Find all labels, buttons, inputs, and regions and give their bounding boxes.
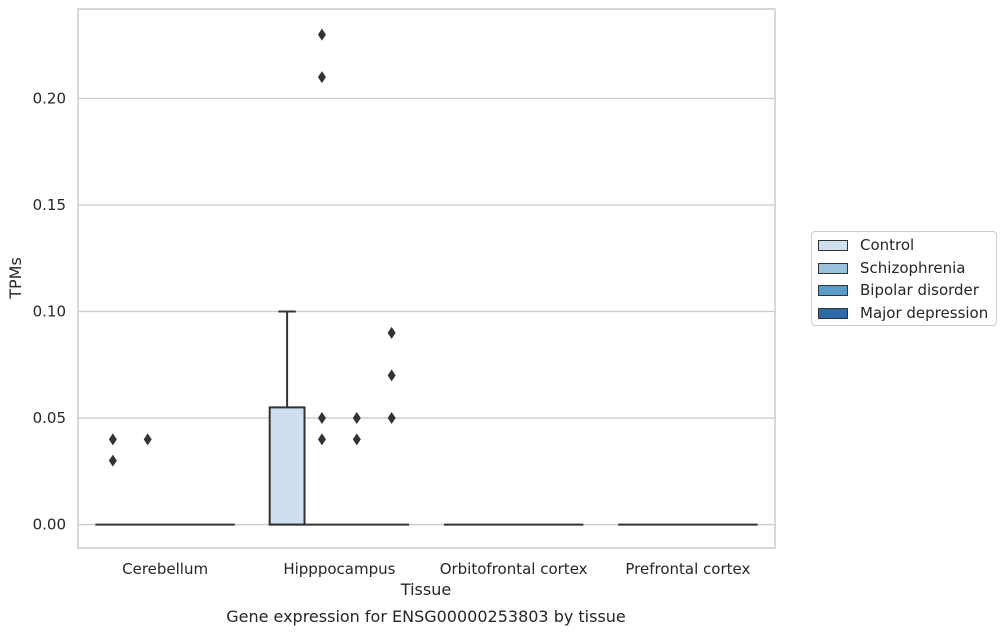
legend-item-control: Control xyxy=(818,236,914,254)
outlier-point xyxy=(317,28,326,41)
x-tick-label: Orbitofrontal cortex xyxy=(440,560,588,578)
legend-swatch-bipolar-disorder xyxy=(818,284,848,296)
outlier-point xyxy=(317,412,326,425)
legend-label-control: Control xyxy=(860,236,915,254)
y-tick-labels: 0.00 0.05 0.10 0.15 0.20 xyxy=(33,89,66,533)
legend-label-bipolar-disorder: Bipolar disorder xyxy=(860,281,979,299)
y-tick-label: 0.00 xyxy=(33,516,66,534)
outlier-point xyxy=(387,412,396,425)
y-tick-label: 0.15 xyxy=(33,196,66,214)
grid-lines xyxy=(78,97,775,526)
outlier-point xyxy=(108,454,117,467)
legend-swatch-schizophrenia xyxy=(818,262,848,274)
legend-swatch-major-depression xyxy=(818,307,848,319)
outlier-point xyxy=(108,433,117,446)
legend-swatch-control xyxy=(818,239,848,251)
x-axis-label: Tissue xyxy=(400,580,451,599)
outlier-point xyxy=(317,433,326,446)
legend-item-schizophrenia: Schizophrenia xyxy=(818,259,965,277)
outlier-point xyxy=(352,412,361,425)
x-tick-labels: Cerebellum Hipppocampus Orbitofrontal cort… xyxy=(122,560,750,578)
outlier-point xyxy=(143,433,152,446)
legend-item-major-depression: Major depression xyxy=(818,304,988,322)
box xyxy=(268,406,306,526)
outlier-point xyxy=(352,433,361,446)
plot-frame xyxy=(77,8,776,549)
outlier-point xyxy=(387,369,396,382)
legend-label-major-depression: Major depression xyxy=(860,304,989,322)
x-tick-label: Hipppocampus xyxy=(283,560,395,578)
legend-item-bipolar-disorder: Bipolar disorder xyxy=(818,281,979,299)
legend: Control Schizophrenia Bipolar disorder M… xyxy=(811,231,997,326)
outlier-point xyxy=(317,71,326,84)
chart-caption: Gene expression for ENSG00000253803 by t… xyxy=(226,607,626,626)
box-marks xyxy=(95,28,758,526)
y-tick-label: 0.10 xyxy=(33,303,66,321)
y-tick-label: 0.05 xyxy=(33,409,66,427)
outlier-point xyxy=(387,326,396,339)
y-axis-label: TPMs xyxy=(6,257,25,300)
y-tick-label: 0.20 xyxy=(33,89,66,107)
x-tick-label: Cerebellum xyxy=(122,560,208,578)
legend-label-schizophrenia: Schizophrenia xyxy=(860,259,966,277)
x-tick-label: Prefrontal cortex xyxy=(625,560,750,578)
